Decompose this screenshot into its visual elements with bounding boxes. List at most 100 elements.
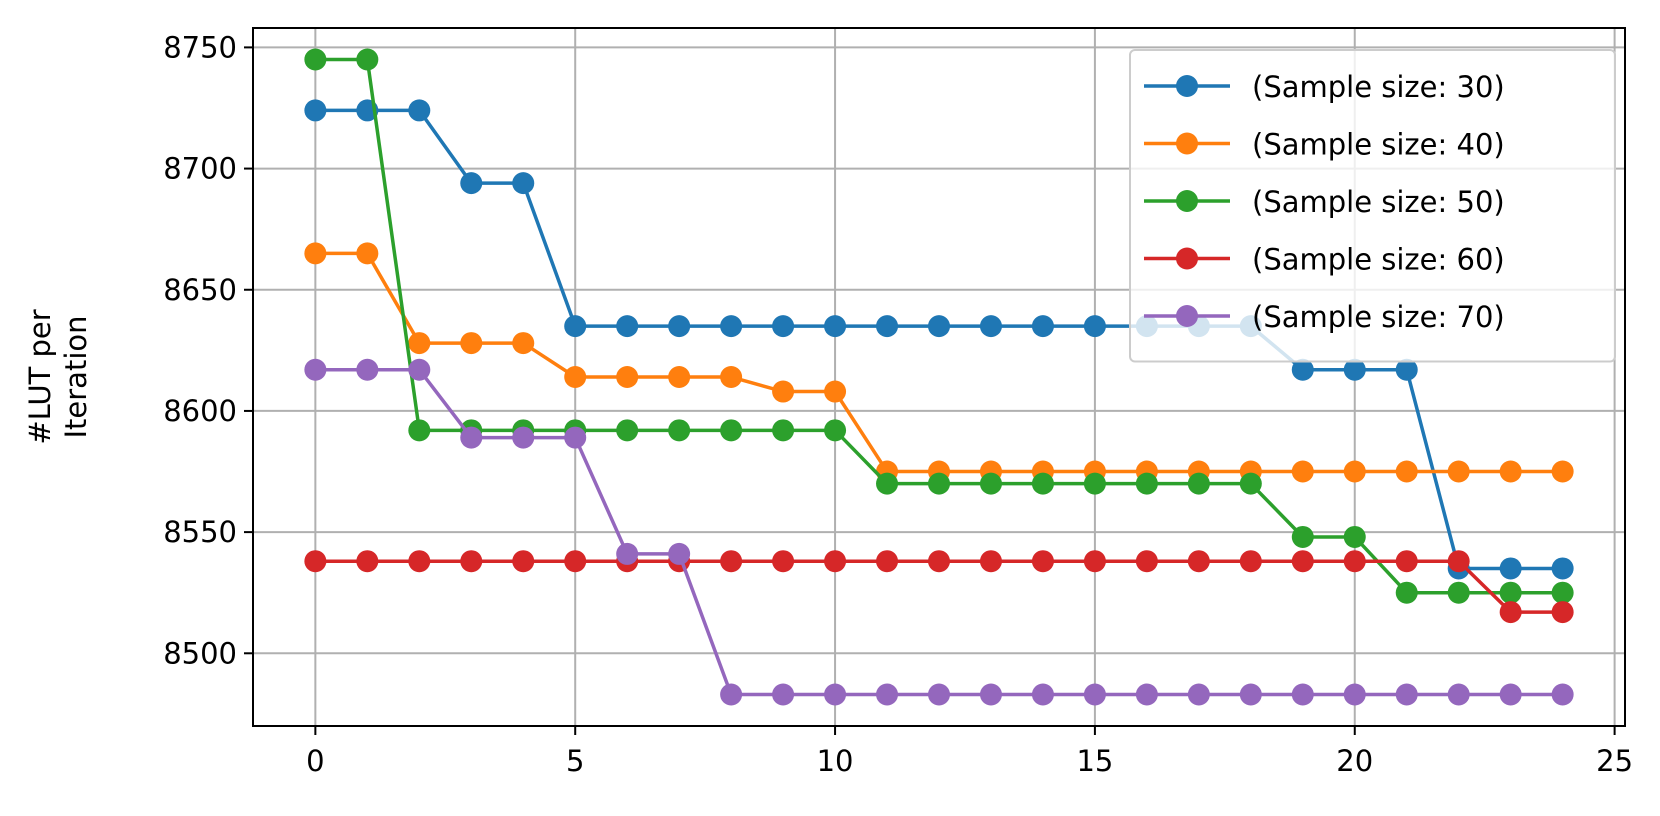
data-point	[928, 683, 950, 706]
legend-label: (Sample size: 60)	[1252, 243, 1505, 277]
data-point	[564, 426, 587, 449]
data-point	[408, 419, 431, 442]
data-point	[1551, 581, 1574, 604]
legend-marker	[1176, 132, 1198, 155]
data-point	[512, 172, 535, 195]
legend: (Sample size: 30) (Sample size: 40) (Sampl…	[1129, 49, 1616, 363]
data-point	[876, 472, 899, 495]
legend-marker	[1176, 190, 1198, 212]
data-point	[979, 550, 1002, 573]
data-point	[772, 550, 795, 573]
data-point	[1551, 460, 1574, 483]
data-point	[1551, 683, 1574, 706]
data-point	[1291, 358, 1314, 381]
data-point	[304, 48, 327, 71]
data-point	[1343, 550, 1366, 573]
data-point	[1343, 683, 1366, 706]
data-point	[616, 419, 639, 442]
data-point	[1499, 557, 1522, 580]
data-point	[1083, 550, 1106, 573]
data-point	[1395, 358, 1418, 381]
data-point	[668, 419, 691, 442]
data-point	[1291, 525, 1314, 548]
data-point	[616, 315, 639, 338]
x-tick-label: 5	[566, 744, 584, 778]
data-point	[876, 683, 899, 706]
legend-box	[1129, 49, 1616, 363]
data-point	[1031, 315, 1054, 338]
data-point	[304, 358, 327, 381]
data-point	[616, 542, 639, 565]
data-point	[668, 366, 691, 388]
data-point	[356, 242, 379, 265]
data-point	[356, 358, 379, 381]
data-point	[1135, 550, 1158, 573]
data-point	[824, 550, 847, 573]
data-point	[1031, 550, 1054, 573]
data-point	[460, 172, 483, 195]
data-point	[408, 99, 431, 122]
x-tick-label: 0	[306, 744, 324, 778]
data-point	[1135, 683, 1158, 706]
legend-marker	[1176, 305, 1198, 327]
data-point	[876, 315, 899, 338]
y-tick-label: 8600	[163, 394, 237, 428]
data-point	[356, 48, 379, 71]
data-point	[304, 242, 327, 265]
data-point	[1239, 683, 1262, 706]
data-point	[979, 683, 1002, 706]
data-point	[1499, 460, 1522, 483]
data-point	[1291, 550, 1314, 573]
y-tick-label: 8700	[163, 152, 237, 186]
data-point	[720, 366, 743, 388]
x-tick-label: 20	[1336, 744, 1373, 778]
data-point	[876, 550, 899, 573]
data-point	[1187, 550, 1210, 573]
data-point	[1083, 683, 1106, 706]
data-point	[1447, 460, 1470, 483]
data-point	[1395, 581, 1418, 604]
data-point	[720, 419, 743, 442]
data-point	[720, 683, 743, 706]
data-point	[668, 315, 691, 338]
data-point	[1187, 472, 1210, 495]
data-point	[1343, 525, 1366, 548]
data-point	[356, 550, 379, 573]
data-point	[616, 366, 639, 388]
legend-label: (Sample size: 30)	[1252, 70, 1505, 104]
data-point	[1551, 601, 1574, 624]
x-tick-label: 25	[1596, 744, 1633, 778]
data-point	[1395, 460, 1418, 483]
data-point	[1395, 683, 1418, 706]
data-point	[824, 380, 847, 403]
data-point	[304, 550, 327, 573]
data-point	[1551, 557, 1574, 580]
legend-marker	[1176, 75, 1198, 97]
data-point	[564, 550, 587, 573]
data-point	[1343, 358, 1366, 381]
data-point	[1499, 581, 1522, 604]
data-point	[1031, 472, 1054, 495]
x-tick-label: 15	[1076, 744, 1113, 778]
data-point	[1395, 550, 1418, 573]
data-point	[720, 315, 743, 338]
data-point	[304, 99, 327, 122]
data-point	[408, 550, 431, 573]
legend-marker	[1176, 247, 1198, 270]
data-point	[772, 683, 795, 706]
y-tick-label: 8650	[163, 273, 237, 307]
data-point	[928, 550, 950, 573]
data-point	[824, 315, 847, 338]
data-point	[512, 550, 535, 573]
data-point	[1343, 460, 1366, 483]
data-point	[512, 332, 535, 355]
data-point	[512, 426, 535, 449]
data-point	[1083, 472, 1106, 495]
data-point	[460, 550, 483, 573]
y-axis-label: Iteration	[59, 315, 93, 438]
data-point	[720, 550, 743, 573]
data-point	[1447, 550, 1470, 573]
data-point	[1187, 683, 1210, 706]
data-point	[408, 332, 431, 355]
